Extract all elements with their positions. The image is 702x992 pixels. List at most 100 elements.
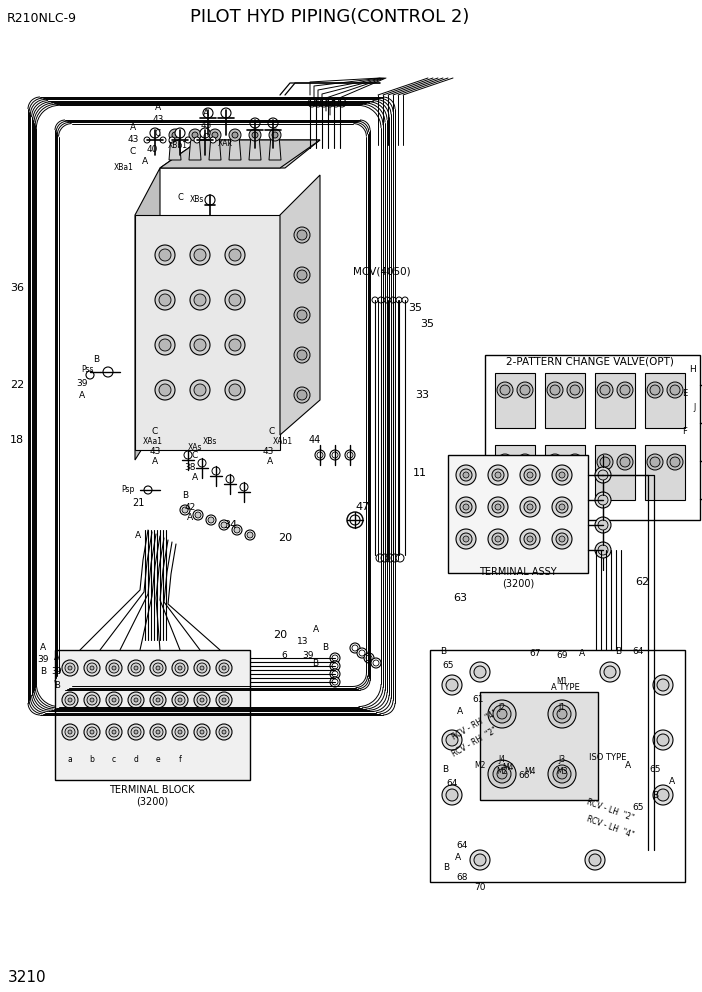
Circle shape <box>520 529 540 549</box>
Circle shape <box>326 99 334 107</box>
Circle shape <box>172 660 188 676</box>
Text: 35: 35 <box>408 303 422 313</box>
Text: XBs: XBs <box>190 195 204 204</box>
Text: 68: 68 <box>456 874 468 883</box>
Circle shape <box>150 660 166 676</box>
Circle shape <box>134 698 138 702</box>
Circle shape <box>520 497 540 517</box>
Circle shape <box>442 675 462 695</box>
Text: M2: M2 <box>496 768 508 777</box>
Text: C: C <box>130 148 136 157</box>
Circle shape <box>268 118 278 128</box>
Text: M1: M1 <box>556 678 568 686</box>
Text: 64: 64 <box>446 779 458 788</box>
Circle shape <box>62 660 78 676</box>
Circle shape <box>155 290 175 310</box>
Circle shape <box>252 132 258 138</box>
Circle shape <box>495 536 501 542</box>
Circle shape <box>155 335 175 355</box>
Text: 34: 34 <box>223 520 237 530</box>
Circle shape <box>552 497 572 517</box>
Circle shape <box>225 380 245 400</box>
Circle shape <box>175 695 185 705</box>
Text: B: B <box>652 791 658 800</box>
Text: J4: J4 <box>498 756 505 765</box>
Circle shape <box>68 698 72 702</box>
Text: B: B <box>322 644 328 653</box>
Circle shape <box>600 385 610 395</box>
Text: 36: 36 <box>10 283 24 293</box>
Circle shape <box>112 730 116 734</box>
Text: A: A <box>187 514 193 523</box>
Text: 63: 63 <box>453 593 467 603</box>
Circle shape <box>527 472 533 478</box>
Circle shape <box>159 249 171 261</box>
Circle shape <box>332 671 338 677</box>
Text: A: A <box>54 654 60 663</box>
Text: 47: 47 <box>355 502 369 512</box>
Text: M4: M4 <box>524 768 536 777</box>
Text: 39: 39 <box>37 656 48 665</box>
Circle shape <box>216 724 232 740</box>
Text: 65: 65 <box>633 804 644 812</box>
Bar <box>545 445 585 500</box>
Circle shape <box>159 339 171 351</box>
Circle shape <box>178 666 182 670</box>
Circle shape <box>294 347 310 363</box>
Text: R210NLC-9: R210NLC-9 <box>7 12 77 25</box>
Text: B: B <box>442 766 448 775</box>
Circle shape <box>391 554 399 562</box>
Circle shape <box>200 128 210 138</box>
Circle shape <box>463 472 469 478</box>
Circle shape <box>598 545 608 555</box>
Circle shape <box>192 132 198 138</box>
Circle shape <box>600 457 610 467</box>
Circle shape <box>320 99 328 107</box>
Circle shape <box>190 290 210 310</box>
Text: 64: 64 <box>456 840 468 849</box>
Text: B: B <box>443 863 449 873</box>
Circle shape <box>65 695 75 705</box>
Circle shape <box>570 385 580 395</box>
Circle shape <box>372 297 378 303</box>
Circle shape <box>226 475 234 483</box>
Circle shape <box>206 515 216 525</box>
Circle shape <box>350 515 360 525</box>
Text: XBa1: XBa1 <box>114 164 134 173</box>
Circle shape <box>653 675 673 695</box>
Circle shape <box>229 384 241 396</box>
Text: J: J <box>694 403 696 412</box>
Circle shape <box>497 382 513 398</box>
Circle shape <box>294 387 310 403</box>
Circle shape <box>552 529 572 549</box>
Circle shape <box>492 501 504 513</box>
Text: (3200): (3200) <box>502 578 534 588</box>
Circle shape <box>497 709 507 719</box>
Circle shape <box>209 129 221 141</box>
Bar <box>495 373 535 428</box>
Circle shape <box>488 497 508 517</box>
Text: M2: M2 <box>475 761 486 770</box>
Circle shape <box>647 454 663 470</box>
Circle shape <box>474 666 486 678</box>
Text: B: B <box>40 668 46 677</box>
Circle shape <box>364 653 374 663</box>
Circle shape <box>269 129 281 141</box>
Text: M3: M3 <box>556 768 568 777</box>
Circle shape <box>597 454 613 470</box>
Text: 65: 65 <box>442 661 453 670</box>
Polygon shape <box>229 135 241 160</box>
Circle shape <box>200 698 204 702</box>
Circle shape <box>330 661 340 671</box>
Circle shape <box>456 529 476 549</box>
Circle shape <box>667 382 683 398</box>
Circle shape <box>210 137 216 143</box>
Circle shape <box>446 679 458 691</box>
Circle shape <box>347 452 353 458</box>
Circle shape <box>68 666 72 670</box>
Circle shape <box>559 472 565 478</box>
Text: A: A <box>455 852 461 861</box>
Circle shape <box>272 132 278 138</box>
Text: 2-PATTERN CHANGE VALVE(OPT): 2-PATTERN CHANGE VALVE(OPT) <box>506 356 674 366</box>
Bar <box>595 445 635 500</box>
